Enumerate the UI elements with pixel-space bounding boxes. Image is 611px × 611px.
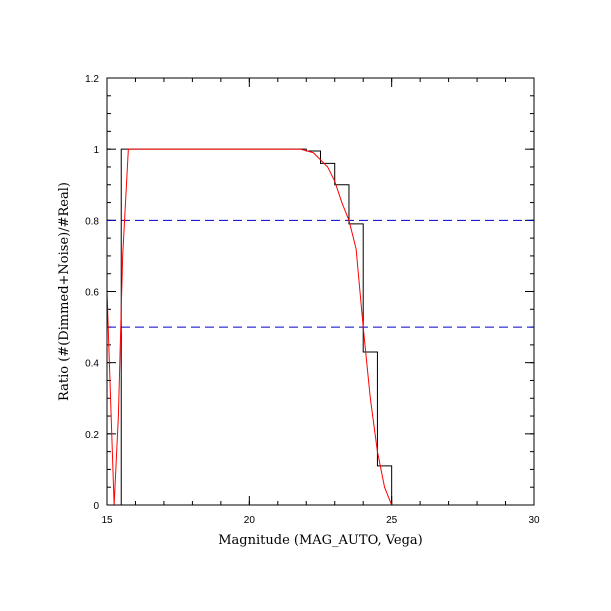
major-ticks [106,77,535,506]
y-tick-label: 0.6 [85,288,99,299]
x-tick-label: 15 [101,515,113,526]
x-tick-label: 30 [528,515,540,526]
x-tick-label: 20 [244,515,256,526]
x-axis-label: Magnitude (MAG_AUTO, Vega) [218,533,423,548]
y-tick-label: 0.4 [85,359,99,370]
y-tick-label: 1 [93,145,99,156]
y-tick-label: 1.2 [85,74,99,85]
y-tick-labels: 0 0.2 0.4 0.6 0.8 1 1.2 [85,74,99,512]
y-tick-label: 0 [93,501,99,512]
y-tick-label: 0.2 [85,430,99,441]
reference-lines [107,219,534,328]
y-tick-label: 0.8 [85,216,99,227]
y-axis-label: Ratio (#(Dimmed+Noise)/#Real) [57,182,72,401]
x-tick-label: 25 [386,515,398,526]
minor-ticks [106,77,535,506]
x-tick-labels: 15 20 25 30 [101,515,540,526]
plot-frame [106,77,535,506]
